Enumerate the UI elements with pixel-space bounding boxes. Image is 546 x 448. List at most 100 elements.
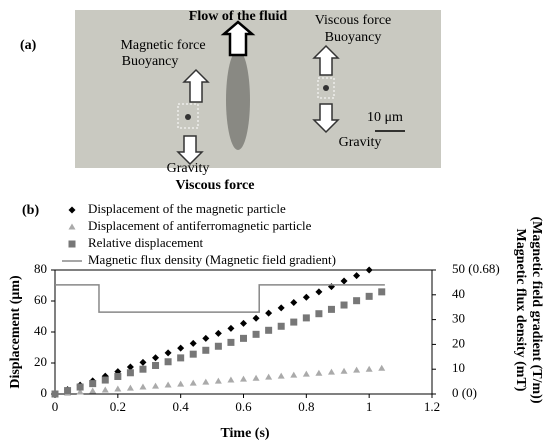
point — [189, 379, 197, 386]
point — [89, 387, 97, 394]
point — [277, 322, 285, 330]
line-series — [55, 284, 385, 313]
point — [240, 334, 247, 342]
point — [265, 373, 273, 380]
x-tick-label: 1 — [366, 399, 373, 414]
point — [189, 350, 197, 358]
y-tick-label: 80 — [34, 261, 47, 276]
particle — [185, 114, 191, 120]
point — [353, 272, 361, 280]
point — [265, 326, 273, 334]
y-tick-label: 20 — [34, 354, 47, 369]
point — [202, 378, 210, 385]
point — [101, 386, 109, 393]
point — [76, 383, 84, 391]
point — [365, 266, 373, 274]
force-label: Buoyancy — [325, 30, 382, 45]
particle-box — [317, 77, 335, 99]
point — [353, 366, 361, 373]
point — [101, 376, 109, 384]
point — [139, 358, 147, 366]
up-arrow — [182, 68, 210, 103]
particle — [323, 85, 329, 91]
point — [89, 380, 97, 388]
x-tick-label: 0.4 — [173, 399, 190, 414]
point — [164, 358, 172, 366]
point — [240, 375, 247, 382]
point — [139, 383, 147, 390]
down-arrow — [176, 135, 204, 166]
point — [340, 301, 348, 309]
point — [290, 299, 298, 307]
point — [202, 334, 210, 342]
arrows — [176, 20, 340, 166]
x-tick-label: 0.8 — [298, 399, 314, 414]
point — [177, 354, 185, 362]
force-label: Viscous force — [176, 178, 255, 193]
point — [290, 318, 298, 326]
point — [227, 338, 235, 346]
force-label: Gravity — [167, 161, 210, 176]
force-label: Gravity — [339, 135, 382, 150]
up-arrow — [312, 44, 340, 76]
y2-tick-label: 30 — [452, 311, 465, 326]
point — [378, 288, 386, 296]
force-label: Magnetic force — [120, 38, 205, 53]
fluid-streak — [226, 50, 250, 150]
legend-label: Displacement of the magnetic particle — [88, 201, 286, 216]
point — [227, 324, 235, 332]
point — [76, 388, 84, 395]
x-tick-label: 0 — [52, 399, 59, 414]
point — [315, 288, 323, 296]
flow-label: Flow of the fluid — [189, 9, 288, 24]
point — [189, 339, 197, 347]
point — [126, 363, 134, 371]
y2-tick-label: 20 — [452, 335, 465, 350]
legend-swatch — [68, 206, 76, 214]
point — [164, 349, 172, 357]
point — [353, 297, 361, 305]
point — [365, 365, 373, 372]
particle-box — [177, 103, 199, 129]
y-axis-label: Displacement (μm) — [8, 275, 23, 389]
point — [177, 344, 185, 352]
point — [315, 310, 323, 318]
y2-axis-label: (Magnetic field gradient (T/m)) — [529, 216, 544, 403]
y2-tick-label: 40 — [452, 286, 465, 301]
y-tick-label: 0 — [41, 385, 48, 400]
point — [327, 305, 335, 313]
point — [64, 387, 72, 395]
point — [214, 329, 222, 337]
legend-swatch — [68, 240, 76, 248]
x-tick-label: 1.2 — [424, 399, 440, 414]
point — [114, 385, 122, 392]
point — [114, 372, 122, 380]
point — [277, 304, 285, 312]
point — [252, 330, 260, 338]
point — [302, 293, 310, 301]
micrograph — [75, 10, 441, 168]
point — [252, 374, 260, 381]
point — [265, 309, 273, 317]
legend-label: Displacement of antiferromagnetic partic… — [88, 218, 312, 233]
point — [252, 314, 260, 322]
point — [365, 292, 373, 300]
point — [152, 361, 160, 369]
force-label: Buoyancy — [122, 54, 179, 69]
x-axis-label: Time (s) — [220, 426, 269, 441]
flow-arrow — [220, 20, 256, 57]
plot-frame — [54, 269, 433, 395]
x-tick-label: 0.2 — [110, 399, 126, 414]
y2-tick-label: 0 (0) — [452, 385, 477, 400]
legend-label: Magnetic flux density (Magnetic field gr… — [88, 252, 336, 267]
force-label: Viscous force — [315, 13, 392, 28]
y-tick-label: 60 — [34, 292, 47, 307]
point — [315, 369, 323, 376]
point — [302, 314, 310, 322]
point — [290, 371, 298, 378]
point — [214, 377, 222, 384]
point — [202, 346, 210, 354]
y2-tick-label: 10 — [452, 360, 465, 375]
point — [240, 319, 247, 327]
